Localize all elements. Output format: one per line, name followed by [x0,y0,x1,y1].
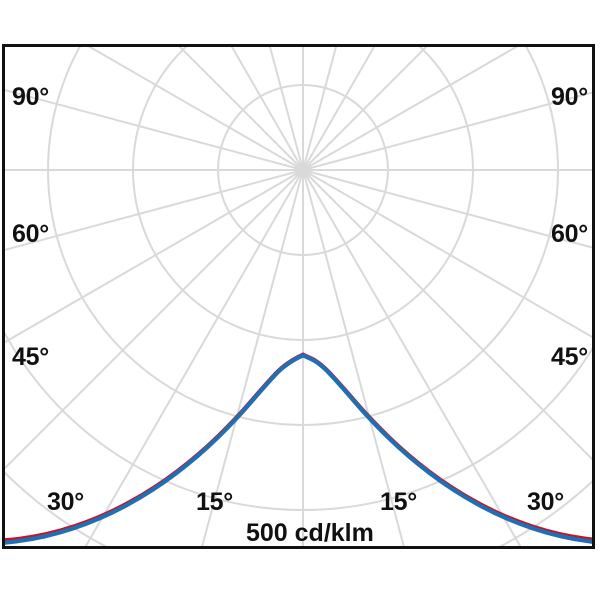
grid-ring [5,47,592,546]
plot-frame [2,44,595,549]
grid-spoke [5,169,304,251]
angle-label-right-15: 15° [380,488,417,516]
grid-spoke [178,47,304,171]
grid-spoke [84,169,304,546]
angle-label-left-60: 60° [12,220,49,248]
grid-spoke [302,47,519,171]
grid-spoke [302,169,592,461]
grid-spoke [5,89,304,171]
angle-label-right-30: 30° [527,488,564,516]
grid-spoke [302,91,592,171]
grid-spoke [87,47,304,171]
radial-unit-label: 500 cd/klm [246,519,374,547]
curve-C90-C270 [5,352,592,543]
grid-spoke [302,169,592,249]
grid-ring [5,471,592,546]
curve-C0-C180 [5,353,592,545]
grid-rings [5,47,592,546]
angle-label-left-15: 15° [196,488,233,516]
grid-spoke [302,47,376,171]
grid-spoke [269,47,304,171]
angle-label-right-45: 45° [551,343,588,371]
angle-label-left-30: 30° [47,488,84,516]
grid-spoke [230,47,304,171]
grid-spoke [302,47,337,171]
angle-label-left-45: 45° [12,343,49,371]
angle-label-right-60: 60° [551,220,588,248]
grid-spoke [302,169,405,546]
grid-spokes [5,47,592,546]
angle-label-right-90: 90° [551,83,588,111]
angle-label-left-90: 90° [12,83,49,111]
grid-spoke [302,169,522,546]
grid-spoke [302,47,428,171]
grid-spoke [5,169,304,344]
distribution-curves [5,352,592,545]
grid-spoke [302,169,592,339]
polar-grid-and-curves [5,47,592,546]
grid-spoke [201,169,304,546]
grid-spoke [5,169,304,470]
